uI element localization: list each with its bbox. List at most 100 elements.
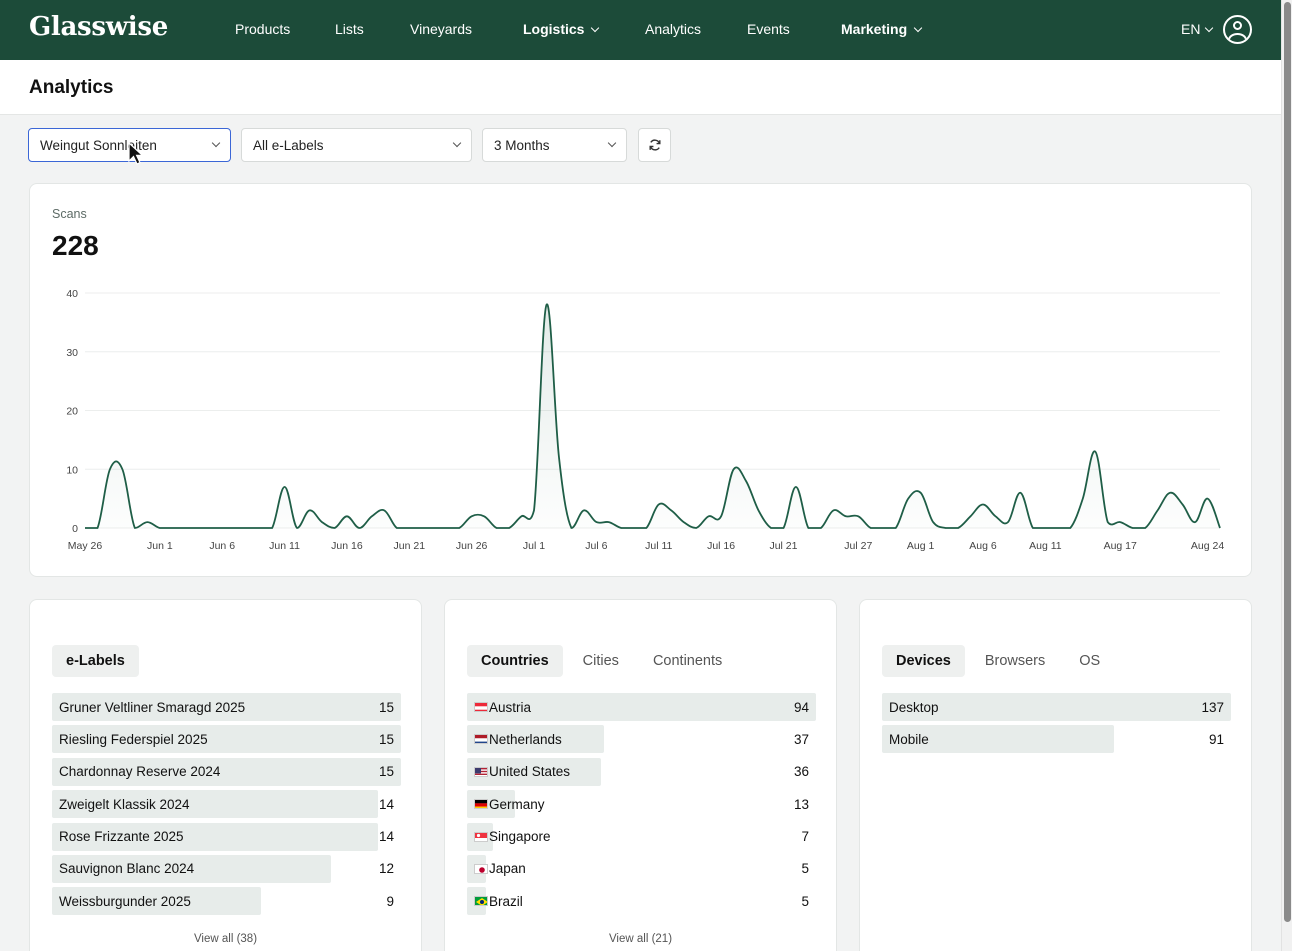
scans-line [84, 303, 1221, 529]
period-select-value: 3 Months [494, 137, 550, 153]
tab-browsers[interactable]: Browsers [984, 653, 1046, 669]
country-count: 5 [801, 861, 809, 877]
chevron-down-icon [452, 138, 462, 148]
country-name: Japan [489, 861, 526, 877]
nav-item-logistics[interactable]: Logistics [523, 21, 600, 37]
x-tick-label: Jun 6 [209, 540, 235, 552]
tab-countries[interactable]: Countries [467, 645, 563, 677]
nav-item-lists[interactable]: Lists [335, 21, 364, 37]
nav-item-products[interactable]: Products [235, 21, 290, 37]
device-bar [882, 693, 1231, 721]
scans-label: Scans [52, 207, 87, 221]
elabel-count: 14 [378, 829, 394, 845]
elabel-select[interactable]: All e-Labels [241, 128, 472, 162]
elabel-bar [52, 887, 262, 916]
device-bar [882, 725, 1114, 754]
country-row[interactable]: Germany 13 [467, 790, 816, 819]
device-label: Desktop [882, 700, 939, 715]
elabel-row[interactable]: Weissburgunder 2025 9 [52, 887, 401, 916]
country-row[interactable]: Singapore 7 [467, 822, 816, 851]
nav-item-vineyards[interactable]: Vineyards [410, 21, 472, 37]
nav-label: Products [235, 21, 291, 37]
device-row[interactable]: Desktop 137 [882, 693, 1231, 721]
elabel-row[interactable]: Sauvignon Blanc 2024 12 [52, 854, 401, 883]
view-all-elabels-link[interactable]: View all (38) [193, 933, 258, 945]
brand-logo[interactable]: Glasswise [29, 12, 168, 42]
device-count: 91 [1208, 731, 1224, 747]
x-tick-label: Aug 11 [1029, 540, 1062, 552]
language-selector[interactable]: EN [1181, 21, 1214, 37]
x-tick-label: Jul 6 [585, 540, 607, 552]
country-name: Brazil [489, 893, 523, 909]
nav-item-events[interactable]: Events [747, 21, 790, 37]
netherlands-flag-icon [474, 734, 488, 745]
nav-label: Analytics [645, 21, 702, 37]
elabel-name: Chardonnay Reserve 2024 [59, 764, 221, 780]
nav-item-analytics[interactable]: Analytics [645, 21, 701, 37]
scans-area [85, 304, 1220, 528]
country-row[interactable]: Netherlands 37 [467, 725, 816, 754]
x-tick-label: Jun 21 [394, 540, 426, 552]
x-tick-label: Aug 1 [907, 540, 935, 552]
elabel-row[interactable]: Rose Frizzante 2025 14 [52, 822, 401, 851]
device-row[interactable]: Mobile 91 [882, 725, 1231, 754]
country-count: 94 [793, 699, 809, 715]
nav-label: Marketing [841, 21, 908, 37]
country-count: 37 [793, 731, 809, 747]
country-label: Brazil [467, 894, 523, 909]
tab-continents[interactable]: Continents [652, 653, 723, 669]
device-label: Mobile [882, 732, 929, 747]
elabel-row[interactable]: Chardonnay Reserve 2024 15 [52, 757, 401, 786]
elabel-count: 15 [378, 699, 394, 715]
austria-flag-icon [474, 702, 488, 712]
tab-elabels[interactable]: e-Labels [52, 645, 139, 677]
x-tick-label: Jun 26 [456, 540, 488, 552]
device-name: Desktop [889, 699, 939, 715]
refresh-button[interactable] [638, 128, 671, 162]
nav-item-marketing[interactable]: Marketing [841, 21, 923, 37]
elabels-list: Gruner Veltliner Smaragd 2025 15 Riesling … [52, 693, 401, 920]
elabel-label: Chardonnay Reserve 2024 [52, 764, 220, 779]
elabel-row[interactable]: Gruner Veltliner Smaragd 2025 15 [52, 693, 401, 721]
elabel-label: Sauvignon Blanc 2024 [52, 861, 194, 876]
view-all-countries-link[interactable]: View all (21) [608, 933, 673, 945]
country-label: Austria [467, 700, 531, 715]
country-bar [467, 693, 816, 721]
device-count: 137 [1201, 699, 1224, 715]
x-tick-label: Jul 21 [769, 540, 797, 552]
country-row[interactable]: Austria 94 [467, 693, 816, 721]
nav-label: Logistics [523, 21, 585, 37]
scans-card: Scans 228 0 10 20 30 40 May 26 Jun 1 Jun 6 Jun … [29, 183, 1252, 577]
page-scrollbar[interactable] [1281, 0, 1292, 951]
country-count: 5 [801, 893, 809, 909]
elabel-name: Weissburgunder 2025 [59, 893, 191, 909]
page-header: Analytics [0, 60, 1281, 115]
elabel-count: 12 [378, 861, 394, 877]
account-circle-icon[interactable] [1223, 15, 1252, 44]
country-row[interactable]: United States 36 [467, 757, 816, 786]
chevron-down-icon [1205, 23, 1214, 32]
y-tick-label: 40 [66, 288, 78, 300]
chevron-down-icon [607, 138, 617, 148]
period-select[interactable]: 3 Months [482, 128, 627, 162]
country-name: Netherlands [489, 731, 562, 747]
tab-cities[interactable]: Cities [582, 653, 619, 669]
elabel-bar [52, 725, 401, 754]
tab-devices[interactable]: Devices [882, 645, 965, 677]
scrollbar-thumb[interactable] [1284, 2, 1291, 922]
x-tick-label: Jul 27 [844, 540, 872, 552]
elabel-row[interactable]: Riesling Federspiel 2025 15 [52, 725, 401, 754]
country-row[interactable]: Brazil 5 [467, 887, 816, 916]
elabel-name: Riesling Federspiel 2025 [59, 731, 208, 747]
country-name: Germany [489, 796, 545, 812]
nav-label: Vineyards [410, 21, 473, 37]
tab-os[interactable]: OS [1079, 653, 1101, 669]
elabel-count: 15 [378, 764, 394, 780]
country-bar [467, 725, 605, 754]
elabel-label: Rose Frizzante 2025 [52, 829, 184, 844]
elabel-row[interactable]: Zweigelt Klassik 2024 14 [52, 790, 401, 819]
country-row[interactable]: Japan 5 [467, 854, 816, 883]
elabel-name: Zweigelt Klassik 2024 [59, 796, 190, 812]
refresh-icon [648, 139, 661, 151]
country-name: United States [489, 764, 571, 780]
